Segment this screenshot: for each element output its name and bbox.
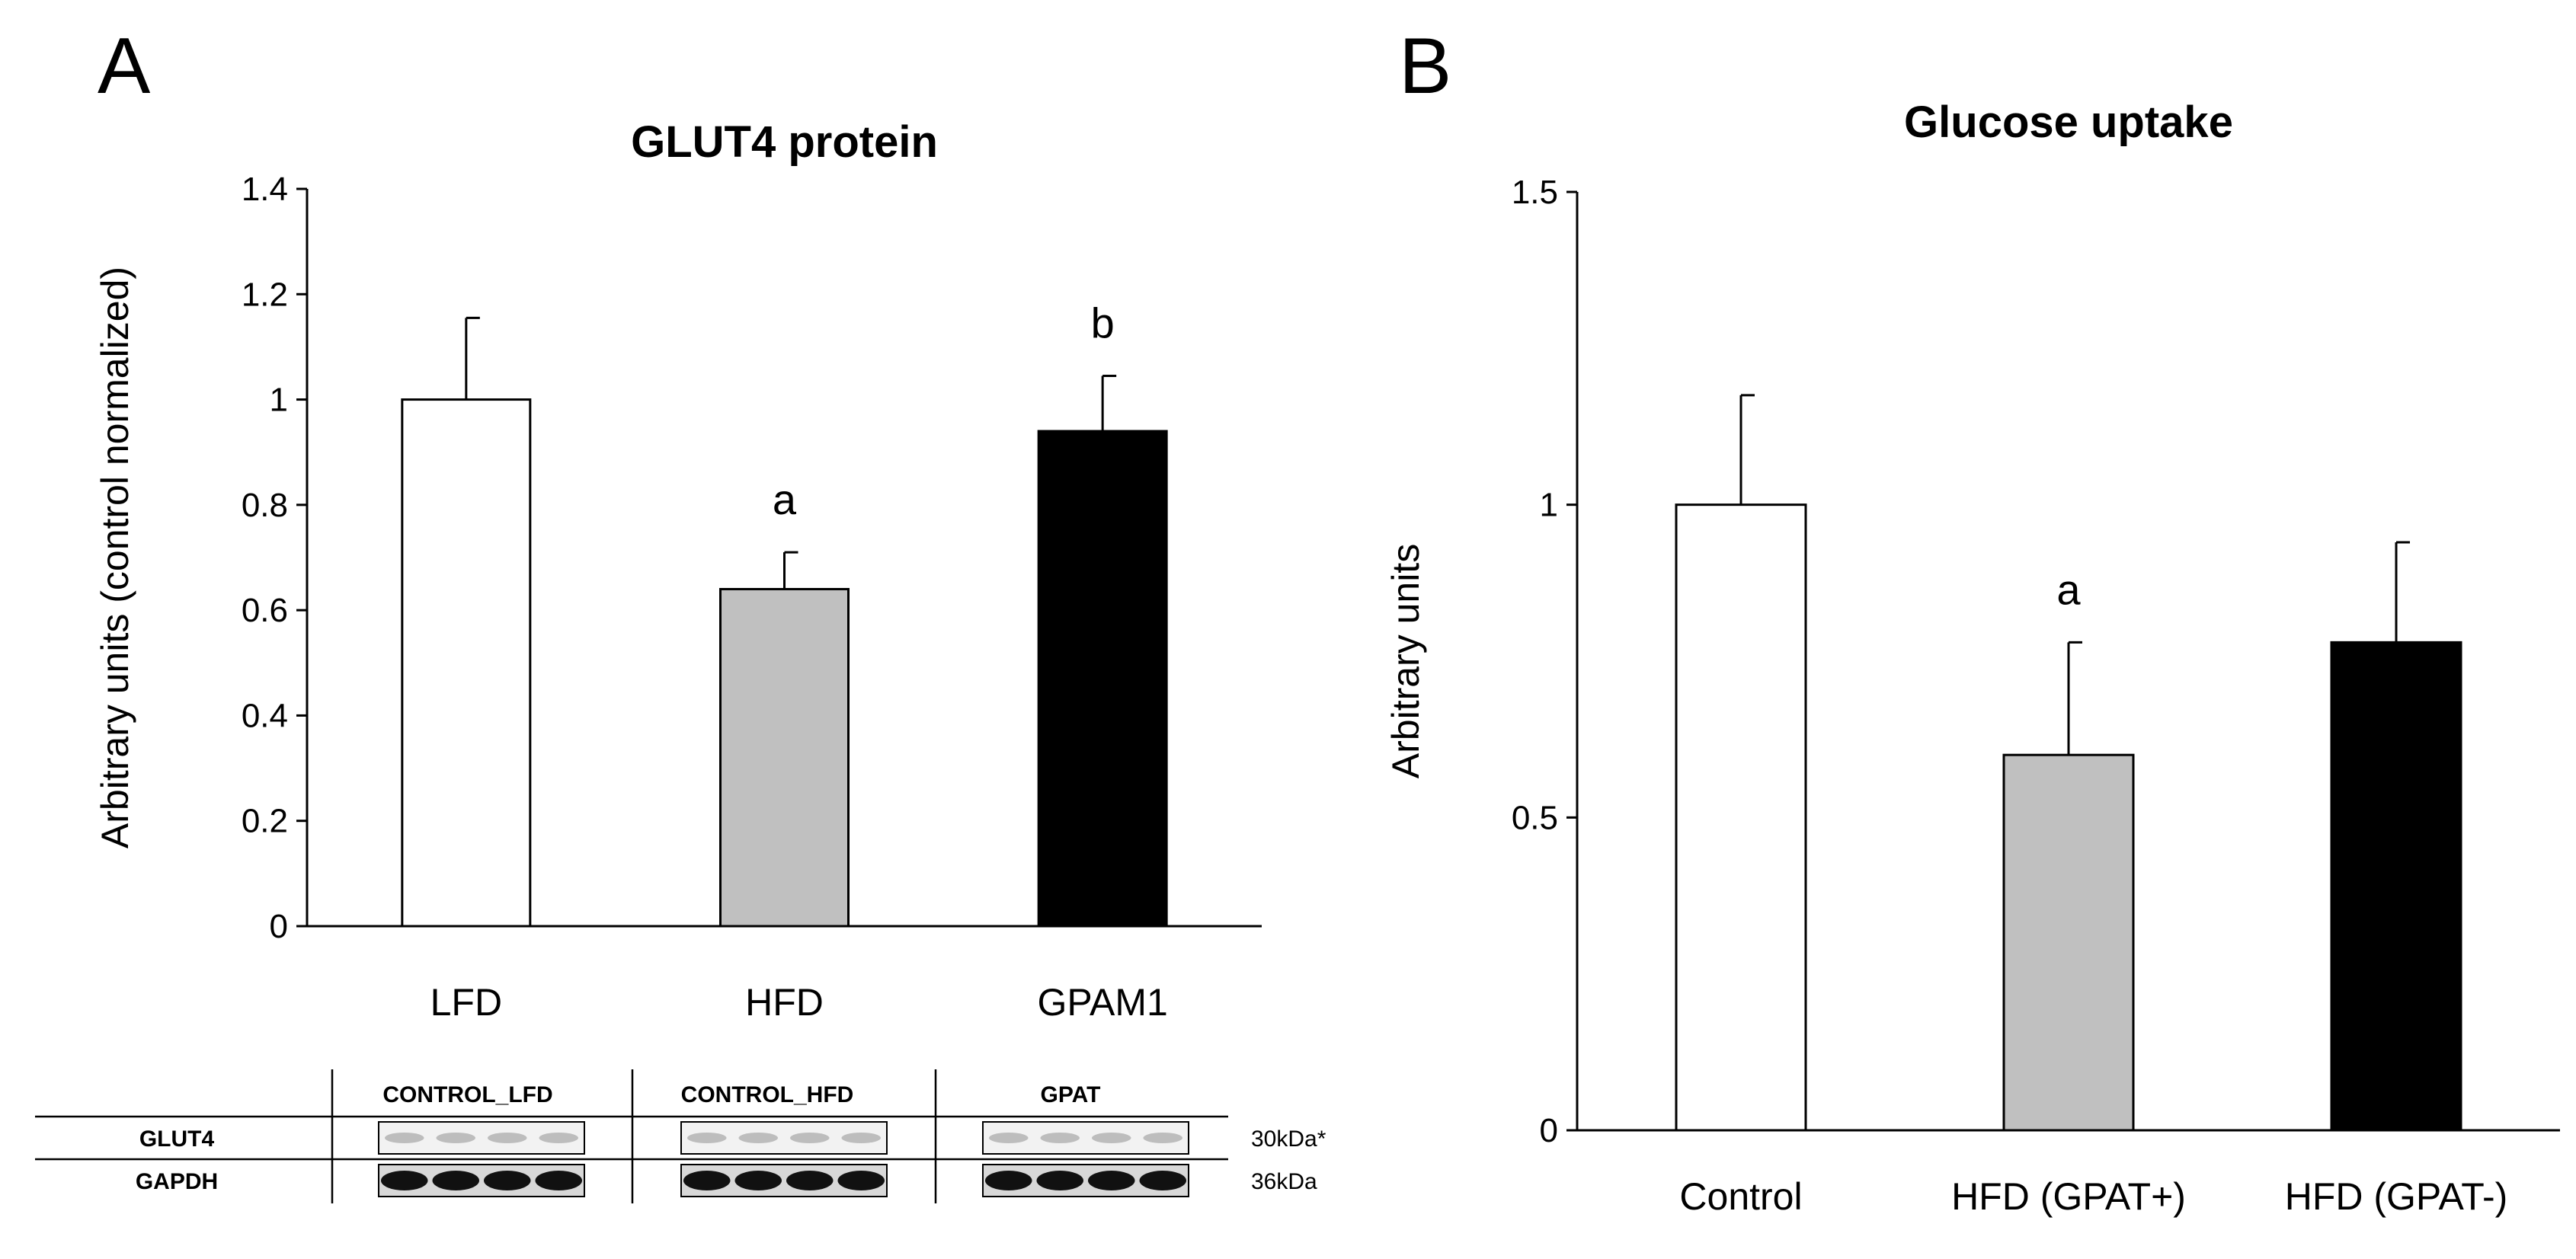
blot-band (837, 1171, 885, 1190)
y-axis-label: Arbitrary units (1384, 544, 1427, 778)
panel-a-letter: A (98, 22, 151, 110)
y-tick-label: 0.5 (1512, 799, 1558, 836)
blot-kda-label: 30kDa* (1251, 1126, 1326, 1152)
y-tick-label: 1 (270, 382, 288, 419)
chart-title: Glucose uptake (1904, 97, 2233, 147)
y-axis-label: Arbitrary units (control normalized) (94, 267, 136, 848)
y-tick-label: 1.5 (1512, 174, 1558, 211)
bar-hfd-gpat (2002, 753, 2135, 1132)
blot-kda-label: 36kDa (1251, 1169, 1317, 1194)
panel-b: B Glucose uptake Arbitrary units 0 0.5 1 1.5 C… (1384, 22, 2560, 1218)
blot-row-label: GLUT4 (139, 1126, 215, 1152)
blot-band (432, 1171, 479, 1190)
western-blot: CONTROL_LFD CONTROL_HFD GPAT GLUT4 30kDa* GAP… (35, 1069, 1326, 1203)
blot-band (539, 1133, 578, 1143)
bar-hfd (719, 587, 850, 928)
y-tick-label: 0 (1540, 1112, 1558, 1149)
blot-band (1088, 1171, 1135, 1190)
significance-label: a (2056, 565, 2081, 613)
significance-label: b (1091, 299, 1115, 347)
blot-band (841, 1133, 881, 1143)
x-category-label: HFD (745, 981, 824, 1024)
chart-b: Glucose uptake Arbitrary units 0 0.5 1 1.5 Con… (1384, 97, 2560, 1218)
y-tick-label: 0.8 (242, 487, 288, 524)
blot-band (1143, 1133, 1182, 1143)
chart-title: GLUT4 protein (631, 117, 938, 167)
blot-band (734, 1171, 782, 1190)
blot-row-label: GAPDH (136, 1169, 218, 1194)
blot-group-label: GPAT (1041, 1082, 1101, 1107)
y-tick-label: 0 (270, 908, 288, 945)
y-tick-label: 0.2 (242, 803, 288, 840)
x-category-label: HFD (GPAT-) (2285, 1175, 2508, 1218)
blot-group-label: CONTROL_LFD (382, 1082, 552, 1107)
blot-band (535, 1171, 582, 1190)
blot-band (985, 1171, 1032, 1190)
blot-band (488, 1133, 527, 1143)
y-tick-label: 1.4 (242, 171, 288, 208)
blot-band (687, 1133, 727, 1143)
blot-band (683, 1171, 731, 1190)
blot-band (1040, 1133, 1080, 1143)
blot-band (484, 1171, 531, 1190)
blot-band (989, 1133, 1029, 1143)
bar-control (1675, 503, 1807, 1132)
blot-band (436, 1133, 475, 1143)
panel-b-letter: B (1399, 22, 1451, 110)
x-category-label: HFD (GPAT+) (1951, 1175, 2186, 1218)
blot-band (1139, 1171, 1186, 1190)
blot-band (385, 1133, 424, 1143)
blot-band (738, 1133, 778, 1143)
blot-group-label: CONTROL_HFD (681, 1082, 854, 1107)
bar-lfd (401, 398, 532, 928)
blot-band (1036, 1171, 1083, 1190)
y-tick-label: 1 (1540, 487, 1558, 524)
blot-band (786, 1171, 834, 1190)
chart-a: GLUT4 protein Arbitrary units (control no… (94, 117, 1262, 1024)
x-category-label: GPAM1 (1037, 981, 1167, 1024)
bar-gpam1 (1037, 430, 1168, 928)
x-category-label: LFD (430, 981, 502, 1024)
y-tick-label: 0.4 (242, 697, 288, 734)
panel-a: A GLUT4 protein Arbitrary units (control … (35, 22, 1326, 1203)
y-tick-label: 1.2 (242, 276, 288, 313)
blot-band (381, 1171, 428, 1190)
blot-band (1092, 1133, 1131, 1143)
x-category-label: Control (1679, 1175, 1802, 1218)
blot-band (790, 1133, 830, 1143)
significance-label: a (773, 475, 797, 523)
bar-hfd-gpat (2330, 641, 2462, 1132)
y-tick-label: 0.6 (242, 592, 288, 629)
